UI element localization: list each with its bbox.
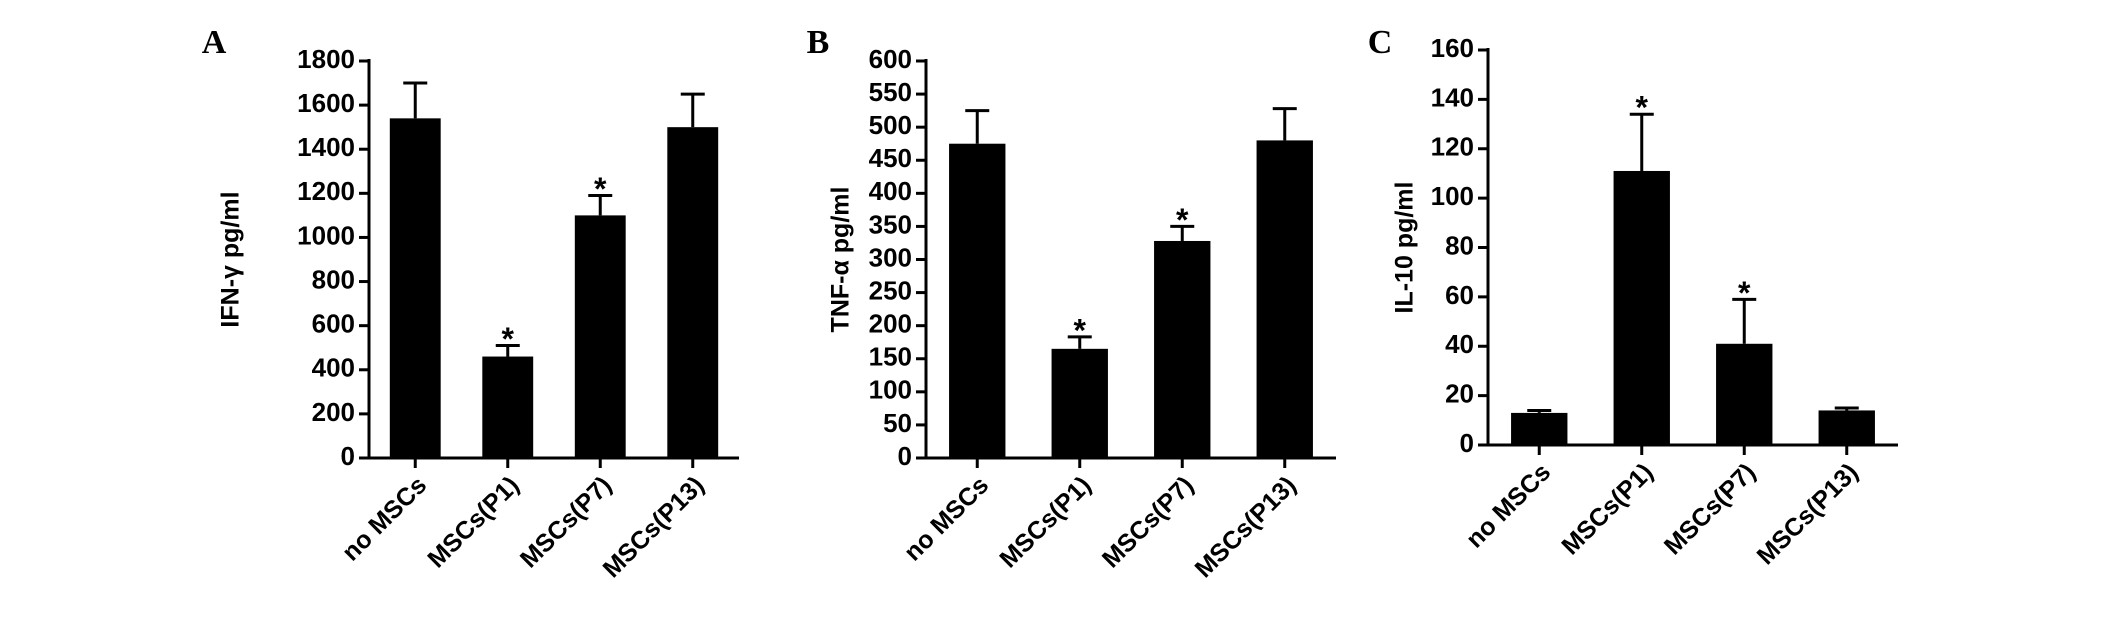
bar xyxy=(389,118,441,458)
significance-marker: * xyxy=(594,171,607,207)
y-tick-label: 1000 xyxy=(297,220,355,250)
y-tick-label: 600 xyxy=(869,44,912,74)
x-tick-label: MSCs(P13) xyxy=(1752,458,1864,570)
x-tick-label: MSCs(P1) xyxy=(422,471,524,573)
y-tick-label: 1800 xyxy=(297,44,355,74)
bar xyxy=(1256,140,1313,458)
bar xyxy=(1154,240,1211,458)
panel-label: C xyxy=(1368,24,1393,61)
bar xyxy=(1716,343,1773,445)
significance-marker: * xyxy=(1636,90,1649,126)
y-axis-label: IFN-γ pg/ml xyxy=(217,191,245,327)
y-tick-label: 150 xyxy=(869,342,912,372)
x-tick-label: MSCs(P1) xyxy=(1556,458,1658,560)
y-tick-label: 600 xyxy=(312,309,355,339)
bar xyxy=(1613,170,1670,445)
y-tick-label: 300 xyxy=(869,242,912,272)
x-tick-label: MSCs(P13) xyxy=(1190,471,1302,583)
y-tick-label: 100 xyxy=(869,375,912,405)
y-tick-label: 160 xyxy=(1431,33,1474,63)
y-tick-label: 0 xyxy=(1460,428,1474,458)
y-tick-label: 350 xyxy=(869,209,912,239)
panel-label: B xyxy=(807,24,830,61)
panel-label: A xyxy=(202,24,227,61)
y-tick-label: 450 xyxy=(869,143,912,173)
y-tick-label: 400 xyxy=(312,353,355,383)
x-tick-label: MSCs(P1) xyxy=(994,471,1096,573)
x-tick-label: MSCs(P13) xyxy=(598,471,710,583)
y-tick-label: 80 xyxy=(1445,230,1474,260)
bar xyxy=(574,215,626,458)
y-tick-label: 1400 xyxy=(297,132,355,162)
y-tick-label: 0 xyxy=(341,441,355,471)
y-tick-label: 800 xyxy=(312,264,355,294)
y-tick-label: 0 xyxy=(898,441,912,471)
y-tick-label: 1600 xyxy=(297,88,355,118)
y-tick-label: 250 xyxy=(869,275,912,305)
y-tick-label: 120 xyxy=(1431,132,1474,162)
y-tick-label: 100 xyxy=(1431,181,1474,211)
x-tick-label: no MSCs xyxy=(337,471,432,566)
bar xyxy=(949,143,1006,459)
significance-marker: * xyxy=(1176,202,1189,238)
y-tick-label: 200 xyxy=(312,397,355,427)
bar xyxy=(1511,412,1568,445)
x-tick-label: MSCs(P7) xyxy=(1097,471,1199,573)
y-tick-label: 20 xyxy=(1445,379,1474,409)
y-axis-label: TNF-α pg/ml xyxy=(827,187,855,333)
bar xyxy=(1818,410,1875,445)
y-tick-label: 400 xyxy=(869,176,912,206)
y-tick-label: 40 xyxy=(1445,329,1474,359)
significance-marker: * xyxy=(502,321,515,357)
y-tick-label: 1200 xyxy=(297,176,355,206)
y-axis-label: IL-10 pg/ml xyxy=(1391,182,1419,314)
y-tick-label: 200 xyxy=(869,309,912,339)
bar xyxy=(667,127,719,459)
significance-marker: * xyxy=(1738,275,1751,311)
y-tick-label: 50 xyxy=(883,408,912,438)
x-tick-label: no MSCs xyxy=(1461,458,1556,553)
x-tick-label: MSCs(P7) xyxy=(1659,458,1761,560)
significance-marker: * xyxy=(1074,312,1087,348)
y-tick-label: 140 xyxy=(1431,82,1474,112)
y-tick-label: 550 xyxy=(869,77,912,107)
bar xyxy=(1051,348,1108,458)
y-tick-label: 500 xyxy=(869,110,912,140)
x-tick-label: no MSCs xyxy=(899,471,994,566)
y-tick-label: 60 xyxy=(1445,280,1474,310)
bar xyxy=(482,356,534,458)
